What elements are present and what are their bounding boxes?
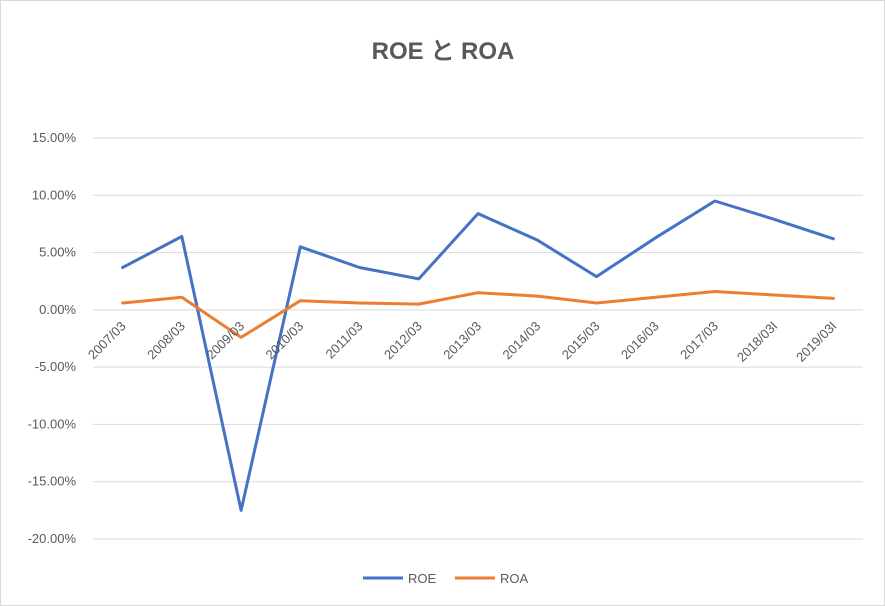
chart-title: ROE と ROA [372, 38, 515, 65]
y-tick-label: -15.00% [28, 474, 77, 489]
legend-item-roa[interactable]: ROA [455, 571, 529, 586]
y-tick-label: 15.00% [32, 130, 77, 145]
x-tick-label: 2007/03 [85, 318, 129, 362]
y-tick-label: 5.00% [39, 245, 76, 260]
legend[interactable]: ROE ROA [363, 571, 529, 586]
x-axis: 2007/03 2008/03 2009/03 2010/03 2011/03 2012/… [85, 318, 840, 364]
x-tick-label: 2016/03 [618, 318, 662, 362]
y-tick-label: -20.00% [28, 531, 77, 546]
x-tick-label: 2019/03I [793, 318, 839, 364]
x-tick-label: 2017/03 [677, 318, 721, 362]
legend-label: ROE [408, 571, 437, 586]
x-tick-label: 2015/03 [559, 318, 603, 362]
x-tick-label: 2010/03 [263, 318, 307, 362]
y-tick-label: -10.00% [28, 416, 77, 431]
x-tick-label: 2018/03I [734, 318, 780, 364]
x-tick-label: 2008/03 [144, 318, 188, 362]
y-axis: 15.00% 10.00% 5.00% 0.00% -5.00% -10.00% -15.0… [28, 130, 77, 546]
gridlines [93, 137, 863, 540]
legend-label: ROA [500, 571, 529, 586]
x-tick-label: 2011/03 [323, 318, 366, 361]
legend-item-roe[interactable]: ROE [363, 571, 437, 586]
y-tick-label: 10.00% [32, 187, 77, 202]
y-tick-label: 0.00% [39, 302, 76, 317]
y-tick-label: -5.00% [35, 359, 77, 374]
x-tick-label: 2014/03 [500, 318, 544, 362]
x-tick-label: 2012/03 [381, 318, 425, 362]
series-lines [121, 199, 835, 512]
series-line-roa [121, 290, 835, 339]
series-line-roe [121, 199, 835, 512]
x-tick-label: 2013/03 [440, 318, 484, 362]
